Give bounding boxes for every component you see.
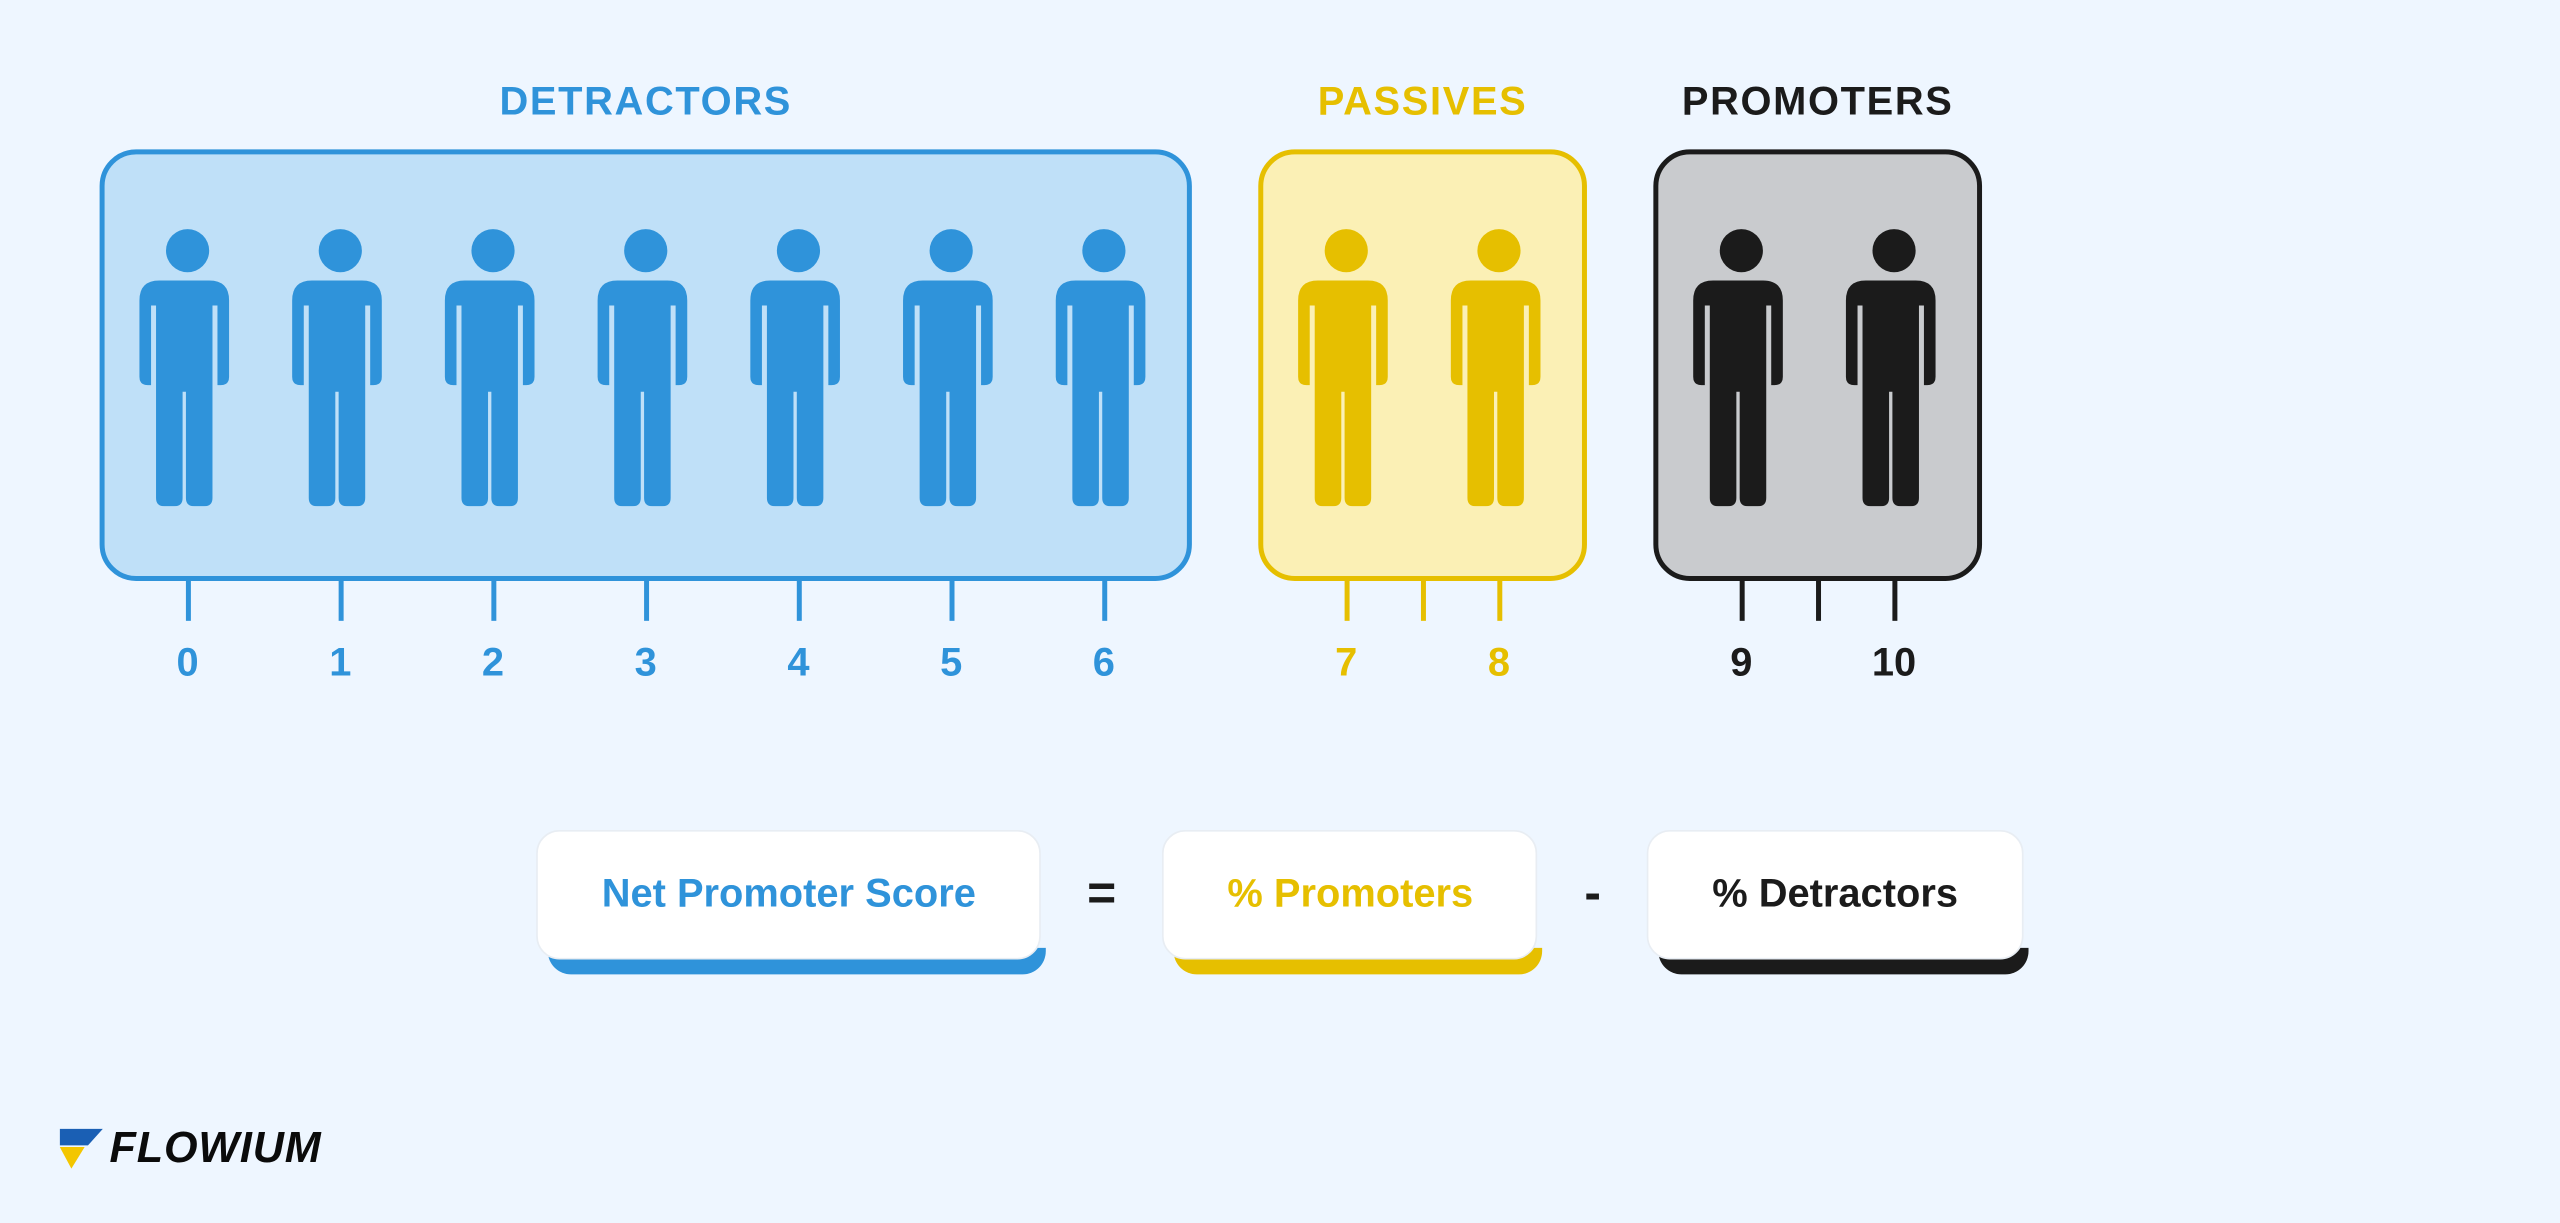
group-box-promoters xyxy=(1653,149,1982,581)
group-box-passives xyxy=(1258,149,1587,581)
person-icon xyxy=(740,224,856,506)
scale-tick xyxy=(644,581,649,621)
person-icon xyxy=(282,224,398,506)
scale-tick xyxy=(491,581,496,621)
scale-center-tick xyxy=(1421,581,1426,621)
formula-detractors-card: % Detractors xyxy=(1647,830,2022,959)
title-passives: PASSIVES xyxy=(1258,80,1587,126)
scale-number: 4 xyxy=(787,641,809,687)
group-box-detractors xyxy=(100,149,1192,581)
scale-number: 1 xyxy=(329,641,351,687)
person-icon xyxy=(129,224,245,506)
scale-number: 8 xyxy=(1488,641,1510,687)
scale-tick xyxy=(1102,581,1107,621)
person-icon xyxy=(588,224,704,506)
logo-text: FLOWIUM xyxy=(110,1122,322,1173)
nps-infographic: DETRACTORS PASSIVES PROMOTERS 0 1 2 3 4 5 6 7 8 9 10 xyxy=(0,0,2560,1223)
formula-row: Net Promoter Score = % Promoters - % Det… xyxy=(0,830,2560,959)
title-promoters: PROMOTERS xyxy=(1653,80,1982,126)
scale-tick xyxy=(950,581,955,621)
scale-tick xyxy=(797,581,802,621)
person-icon xyxy=(1288,224,1404,506)
formula-promoters-card: % Promoters xyxy=(1163,830,1538,959)
scale-tick xyxy=(1345,581,1350,621)
scale-number: 7 xyxy=(1335,641,1357,687)
brand-logo: FLOWIUM xyxy=(60,1122,322,1173)
person-icon xyxy=(1836,224,1952,506)
scale-tick xyxy=(1497,581,1502,621)
person-icon xyxy=(1046,224,1162,506)
scale-tick xyxy=(186,581,191,621)
formula-detractors-text: % Detractors xyxy=(1712,872,1958,917)
person-icon xyxy=(1441,224,1557,506)
formula-promoters-text: % Promoters xyxy=(1227,872,1473,917)
scale-number: 6 xyxy=(1093,641,1115,687)
scale-number: 9 xyxy=(1730,641,1752,687)
formula-nps-card: Net Promoter Score xyxy=(537,830,1041,959)
scale-number: 3 xyxy=(635,641,657,687)
scale-tick xyxy=(1892,581,1897,621)
group-boxes xyxy=(100,149,1982,581)
person-icon xyxy=(893,224,1009,506)
scale-number: 10 xyxy=(1872,641,1916,687)
scale-number: 2 xyxy=(482,641,504,687)
person-icon xyxy=(435,224,551,506)
person-icon xyxy=(1683,224,1799,506)
scale-center-tick xyxy=(1816,581,1821,621)
logo-mark-icon xyxy=(60,1128,103,1168)
scale-tick xyxy=(339,581,344,621)
formula-nps-text: Net Promoter Score xyxy=(602,872,976,917)
title-detractors: DETRACTORS xyxy=(100,80,1192,126)
scale-number: 5 xyxy=(940,641,962,687)
equals-sign: = xyxy=(1087,867,1116,923)
scale-number: 0 xyxy=(176,641,198,687)
minus-sign: - xyxy=(1584,867,1601,923)
scale-tick xyxy=(1740,581,1745,621)
